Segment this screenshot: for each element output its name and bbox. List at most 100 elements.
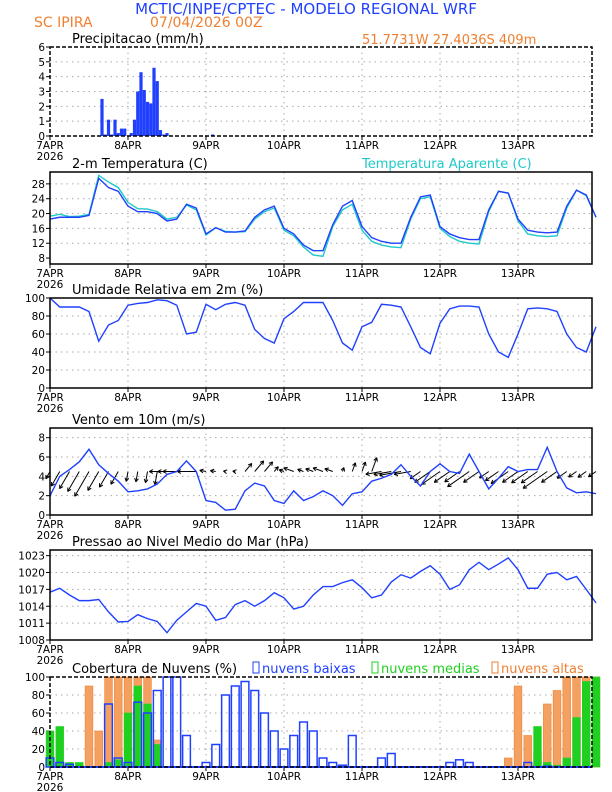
x-tick-label: 7APR: [36, 644, 64, 656]
low-cloud-bar: [308, 730, 318, 768]
wind-arrowhead: [59, 486, 64, 490]
x-tick-label: 8APR: [114, 268, 142, 280]
wind-arrowhead: [354, 462, 357, 467]
wind-arrow: [305, 468, 314, 472]
y-tick-label: 8: [38, 253, 45, 265]
wind-arrowhead: [447, 482, 450, 487]
x-tick-label: 9APR: [192, 268, 220, 280]
precip-bar: [158, 130, 163, 136]
wind-arrow: [273, 466, 279, 472]
plot-frame: [49, 427, 593, 516]
run-label: 07/04/2026 00Z: [150, 15, 263, 31]
high-cloud-bar: [513, 685, 523, 768]
wind-arrow: [50, 471, 61, 487]
wind-arrow: [502, 471, 519, 483]
main-title: MCTIC/INPE/CPTEC - MODELO REGIONAL WRF: [135, 0, 477, 18]
wind-arrow: [521, 471, 538, 484]
low-cloud-bar: [298, 721, 309, 768]
low-cloud-bar: [279, 748, 289, 768]
y-tick-label: 0: [38, 131, 45, 143]
precip-bar: [123, 128, 127, 136]
wind-arrow: [541, 471, 558, 483]
wind-arrowhead: [283, 467, 287, 472]
x-tick-label: 13APR: [501, 771, 535, 783]
y-tick-label: 1008: [18, 635, 45, 647]
legend-swatch: [491, 661, 499, 674]
panel-5: 0 20 40 60 80 100 7APR 8APR 9APR 10APR 11APR 12APR 1…: [25, 661, 601, 792]
wind-arrowhead: [232, 470, 237, 474]
x-tick-label: 10APR: [267, 268, 301, 280]
wind-arrowhead: [364, 461, 367, 467]
wind-arrow: [414, 471, 431, 483]
y-tick-label: 20: [32, 365, 45, 377]
wind-arrow: [297, 468, 304, 472]
wind-arrowhead: [305, 467, 310, 470]
wind-arrow: [522, 471, 548, 489]
x-tick-label: 11APR: [345, 771, 379, 783]
y-tick-label: 60: [32, 329, 45, 341]
wind-arrowhead: [502, 478, 505, 483]
x-tick-label: 11APR: [345, 268, 379, 280]
wind-arrowhead: [247, 462, 252, 466]
legend-swatch: [371, 661, 379, 674]
year-label: 2026: [37, 403, 64, 415]
y-tick-label: 3: [38, 87, 45, 99]
wind-arrowhead: [274, 466, 279, 469]
wind-arrowhead: [297, 468, 302, 470]
x-tick-label: 7APR: [36, 771, 64, 783]
y-tick-label: 60: [32, 708, 45, 720]
wind-arrow: [433, 471, 451, 483]
x-tick-label: 7APR: [36, 268, 64, 280]
panel-title: Pressao ao Nivel Medio do Mar (hPa): [72, 535, 309, 550]
wind-arrow: [99, 471, 109, 488]
precip-bar: [152, 67, 156, 136]
wind-arrowhead: [157, 471, 162, 474]
wind-arrowhead: [162, 471, 167, 474]
x-tick-label: 13APR: [501, 392, 535, 404]
y-tick-label: 1023: [18, 551, 45, 563]
y-tick-label: 24: [32, 194, 46, 206]
x-tick-label: 8APR: [114, 519, 142, 531]
wind-arrowhead: [259, 460, 264, 463]
wind-arrowhead: [511, 479, 514, 484]
mid-cloud-bar: [572, 717, 581, 768]
y-tick-label: 80: [32, 311, 45, 323]
y-tick-label: 0: [38, 510, 45, 522]
x-tick-label: 13APR: [501, 268, 535, 280]
x-tick-label: 10APR: [267, 519, 301, 531]
low-cloud-bar: [220, 694, 231, 768]
wind-arrow: [264, 461, 273, 472]
x-tick-label: 7APR: [36, 392, 64, 404]
wind-arrowhead: [379, 472, 383, 476]
y-tick-label: 80: [32, 690, 45, 702]
y-tick-label: 4: [38, 471, 45, 483]
wind-arrow: [324, 468, 333, 472]
wind-arrowhead: [199, 468, 204, 471]
wind-arrow: [485, 471, 499, 482]
temperature-line: [49, 176, 597, 252]
high-cloud-bar: [552, 690, 562, 768]
wind-arrowhead: [223, 469, 228, 472]
panel-title: Vento em 10m (m/s): [72, 413, 205, 428]
y-tick-label: 5: [38, 57, 45, 69]
wind-arrow: [447, 471, 470, 488]
high-cloud-bar: [562, 676, 571, 768]
year-label: 2026: [37, 782, 64, 792]
low-cloud-bar: [162, 676, 172, 768]
x-tick-label: 10APR: [267, 140, 301, 152]
wind-arrowhead: [433, 478, 437, 483]
x-tick-label: 12APR: [423, 771, 457, 783]
wind-arrowhead: [145, 479, 149, 483]
wind-arrowhead: [343, 467, 346, 472]
wind-arrowhead: [110, 481, 115, 485]
wind-arrowhead: [373, 457, 378, 461]
mid-cloud-bar: [123, 712, 133, 768]
year-label: 2026: [37, 655, 64, 667]
wind-arrowhead: [99, 484, 104, 488]
x-tick-label: 11APR: [345, 519, 379, 531]
low-cloud-bar: [318, 757, 328, 768]
wind-arrow: [568, 471, 577, 478]
low-cloud-bar: [250, 689, 260, 768]
y-tick-label: 0: [38, 762, 45, 774]
